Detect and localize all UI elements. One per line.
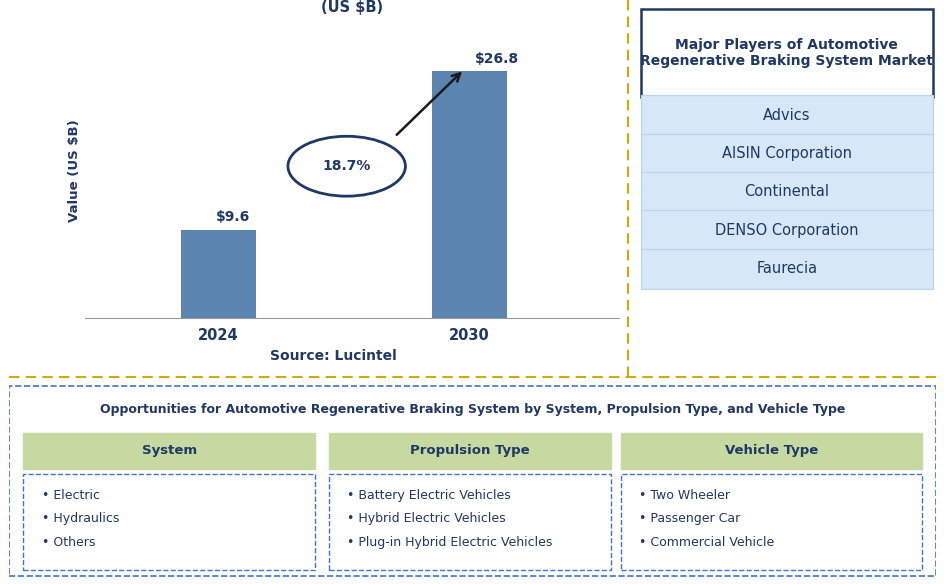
Text: Source: Lucintel: Source: Lucintel [269,349,396,363]
FancyBboxPatch shape [24,433,314,468]
Text: • Hydraulics: • Hydraulics [42,512,119,525]
Text: Opportunities for Automotive Regenerative Braking System by System, Propulsion T: Opportunities for Automotive Regenerativ… [100,403,844,416]
Text: Advics: Advics [762,108,810,123]
Text: $26.8: $26.8 [474,52,518,66]
Text: • Commercial Vehicle: • Commercial Vehicle [638,536,774,548]
Text: • Electric: • Electric [42,489,100,502]
FancyBboxPatch shape [9,387,935,576]
Text: Faurecia: Faurecia [755,261,817,276]
FancyBboxPatch shape [640,9,932,97]
Title: Global Automotive Regenerative Braking System Market
(US $B): Global Automotive Regenerative Braking S… [118,0,585,15]
Text: • Hybrid Electric Vehicles: • Hybrid Electric Vehicles [347,512,506,525]
Text: Continental: Continental [744,185,828,200]
Text: DENSO Corporation: DENSO Corporation [715,223,857,238]
FancyBboxPatch shape [620,433,920,468]
Text: 18.7%: 18.7% [322,159,370,173]
FancyBboxPatch shape [640,95,932,135]
FancyBboxPatch shape [329,474,611,571]
Text: • Two Wheeler: • Two Wheeler [638,489,730,502]
FancyBboxPatch shape [640,172,932,212]
FancyBboxPatch shape [640,134,932,174]
Text: • Battery Electric Vehicles: • Battery Electric Vehicles [347,489,511,502]
Text: AISIN Corporation: AISIN Corporation [721,146,851,161]
Text: $9.6: $9.6 [215,210,250,224]
FancyBboxPatch shape [24,474,314,571]
Y-axis label: Value (US $B): Value (US $B) [68,120,81,222]
Text: Propulsion Type: Propulsion Type [410,444,530,457]
FancyBboxPatch shape [620,474,920,571]
FancyBboxPatch shape [329,433,611,468]
Text: Vehicle Type: Vehicle Type [724,444,817,457]
Bar [181,230,256,318]
Bar [431,71,506,318]
Text: • Passenger Car: • Passenger Car [638,512,740,525]
FancyBboxPatch shape [640,249,932,288]
Text: System: System [142,444,196,457]
Text: Major Players of Automotive
Regenerative Braking System Market: Major Players of Automotive Regenerative… [639,38,933,68]
FancyBboxPatch shape [640,210,932,251]
Text: • Others: • Others [42,536,95,548]
Text: • Plug-in Hybrid Electric Vehicles: • Plug-in Hybrid Electric Vehicles [347,536,552,548]
